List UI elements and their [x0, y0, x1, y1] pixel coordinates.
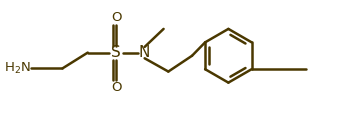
- Text: O: O: [111, 81, 121, 94]
- Text: H$_2$N: H$_2$N: [4, 61, 31, 76]
- Text: O: O: [111, 11, 121, 24]
- Text: S: S: [111, 45, 121, 60]
- Text: N: N: [139, 45, 150, 60]
